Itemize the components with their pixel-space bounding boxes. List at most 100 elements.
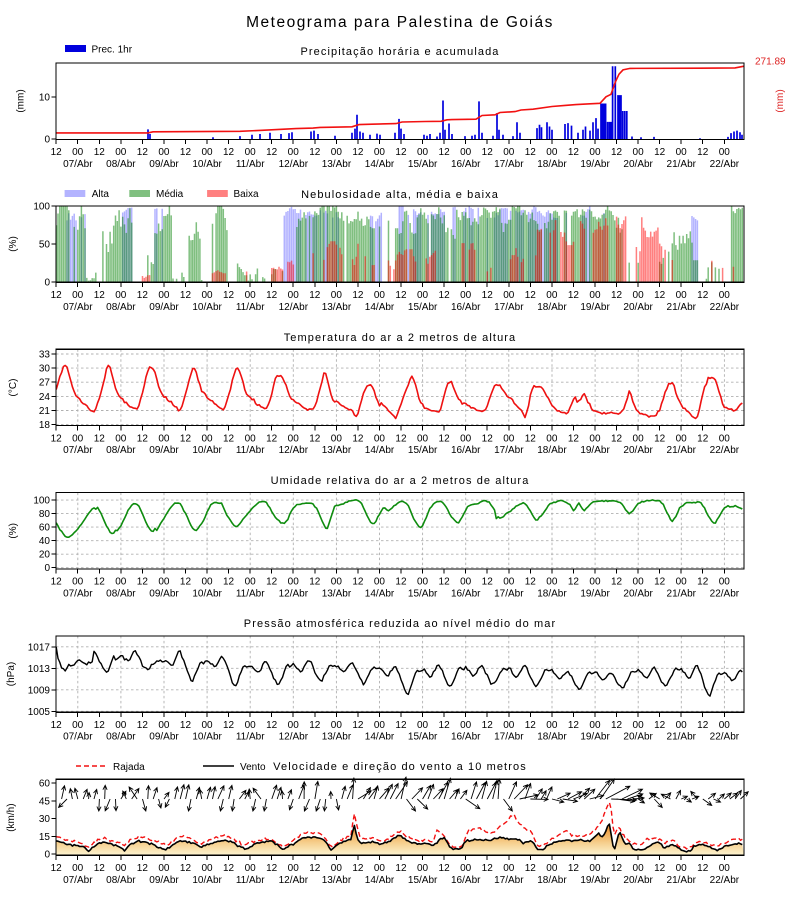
svg-text:00: 00 bbox=[115, 863, 127, 874]
svg-text:12: 12 bbox=[568, 433, 580, 444]
svg-text:19/Abr: 19/Abr bbox=[580, 159, 610, 170]
svg-text:17/Abr: 17/Abr bbox=[494, 589, 524, 600]
svg-text:00: 00 bbox=[158, 433, 170, 444]
svg-text:00: 00 bbox=[633, 720, 645, 731]
svg-text:00: 00 bbox=[115, 720, 127, 731]
svg-text:00: 00 bbox=[417, 863, 429, 874]
svg-text:11/Abr: 11/Abr bbox=[236, 589, 265, 600]
svg-text:12: 12 bbox=[568, 863, 580, 874]
svg-text:09/Abr: 09/Abr bbox=[149, 445, 179, 456]
svg-text:12: 12 bbox=[137, 577, 149, 588]
svg-text:Rajada: Rajada bbox=[113, 762, 145, 773]
svg-text:40: 40 bbox=[39, 536, 51, 547]
svg-text:00: 00 bbox=[115, 577, 127, 588]
svg-text:12: 12 bbox=[223, 577, 235, 588]
svg-text:12: 12 bbox=[525, 577, 537, 588]
svg-text:00: 00 bbox=[115, 147, 127, 158]
svg-text:24: 24 bbox=[39, 392, 51, 403]
svg-text:13/Abr: 13/Abr bbox=[322, 445, 352, 456]
svg-text:00: 00 bbox=[460, 720, 472, 731]
svg-text:33: 33 bbox=[39, 349, 51, 360]
svg-text:12: 12 bbox=[697, 290, 709, 301]
svg-text:12: 12 bbox=[94, 433, 106, 444]
svg-text:00: 00 bbox=[589, 290, 601, 301]
svg-text:Prec. 1hr: Prec. 1hr bbox=[92, 45, 133, 56]
svg-text:10/Abr: 10/Abr bbox=[192, 732, 222, 743]
svg-text:Meteograma para Palestina de G: Meteograma para Palestina de Goiás bbox=[246, 14, 554, 31]
svg-text:12: 12 bbox=[697, 433, 709, 444]
svg-text:20/Abr: 20/Abr bbox=[623, 732, 653, 743]
svg-text:19/Abr: 19/Abr bbox=[580, 732, 610, 743]
svg-text:11/Abr: 11/Abr bbox=[236, 732, 265, 743]
svg-text:00: 00 bbox=[245, 720, 257, 731]
svg-text:00: 00 bbox=[676, 290, 688, 301]
svg-text:14/Abr: 14/Abr bbox=[365, 875, 395, 886]
svg-text:00: 00 bbox=[719, 433, 731, 444]
svg-text:07/Abr: 07/Abr bbox=[63, 445, 93, 456]
svg-text:Média: Média bbox=[156, 189, 184, 200]
svg-text:00: 00 bbox=[589, 147, 601, 158]
svg-text:00: 00 bbox=[503, 290, 515, 301]
svg-text:30: 30 bbox=[39, 364, 51, 375]
svg-text:09/Abr: 09/Abr bbox=[149, 875, 179, 886]
svg-text:12: 12 bbox=[266, 720, 278, 731]
svg-text:00: 00 bbox=[245, 577, 257, 588]
svg-text:12: 12 bbox=[51, 290, 63, 301]
svg-text:12/Abr: 12/Abr bbox=[279, 302, 309, 313]
svg-text:11/Abr: 11/Abr bbox=[236, 159, 265, 170]
svg-text:00: 00 bbox=[201, 147, 213, 158]
svg-text:18/Abr: 18/Abr bbox=[537, 445, 567, 456]
svg-text:12: 12 bbox=[266, 577, 278, 588]
svg-text:18/Abr: 18/Abr bbox=[537, 732, 567, 743]
svg-text:00: 00 bbox=[546, 147, 558, 158]
svg-text:00: 00 bbox=[460, 290, 472, 301]
svg-text:00: 00 bbox=[72, 720, 84, 731]
svg-text:12: 12 bbox=[94, 147, 106, 158]
svg-text:20/Abr: 20/Abr bbox=[623, 875, 653, 886]
svg-text:12: 12 bbox=[223, 863, 235, 874]
svg-text:14/Abr: 14/Abr bbox=[365, 589, 395, 600]
svg-text:20/Abr: 20/Abr bbox=[623, 445, 653, 456]
svg-text:00: 00 bbox=[676, 720, 688, 731]
svg-text:11/Abr: 11/Abr bbox=[236, 302, 265, 313]
svg-text:00: 00 bbox=[288, 147, 300, 158]
svg-text:12: 12 bbox=[352, 147, 364, 158]
svg-text:00: 00 bbox=[288, 290, 300, 301]
svg-text:00: 00 bbox=[633, 863, 645, 874]
svg-text:00: 00 bbox=[719, 577, 731, 588]
svg-text:11/Abr: 11/Abr bbox=[236, 445, 265, 456]
svg-text:Alta: Alta bbox=[92, 189, 110, 200]
svg-text:1017: 1017 bbox=[28, 642, 51, 653]
svg-text:00: 00 bbox=[503, 147, 515, 158]
svg-text:00: 00 bbox=[201, 577, 213, 588]
svg-text:12: 12 bbox=[525, 720, 537, 731]
svg-text:21/Abr: 21/Abr bbox=[667, 732, 697, 743]
svg-text:12: 12 bbox=[51, 577, 63, 588]
svg-text:00: 00 bbox=[201, 290, 213, 301]
svg-text:15/Abr: 15/Abr bbox=[408, 445, 438, 456]
svg-text:16/Abr: 16/Abr bbox=[451, 875, 481, 886]
svg-text:12: 12 bbox=[697, 577, 709, 588]
svg-text:14/Abr: 14/Abr bbox=[365, 302, 395, 313]
svg-text:12: 12 bbox=[352, 433, 364, 444]
svg-text:00: 00 bbox=[589, 863, 601, 874]
svg-text:21/Abr: 21/Abr bbox=[667, 159, 697, 170]
svg-text:12/Abr: 12/Abr bbox=[279, 875, 309, 886]
svg-text:12: 12 bbox=[482, 720, 494, 731]
svg-text:08/Abr: 08/Abr bbox=[106, 875, 136, 886]
svg-text:21/Abr: 21/Abr bbox=[667, 875, 697, 886]
svg-text:12: 12 bbox=[395, 147, 407, 158]
svg-text:12: 12 bbox=[697, 147, 709, 158]
svg-text:Velocidade e direção do vento: Velocidade e direção do vento a 10 metro… bbox=[273, 761, 527, 773]
svg-text:12: 12 bbox=[568, 720, 580, 731]
svg-text:12: 12 bbox=[568, 577, 580, 588]
svg-text:12/Abr: 12/Abr bbox=[279, 732, 309, 743]
svg-text:12: 12 bbox=[309, 433, 321, 444]
svg-text:00: 00 bbox=[589, 433, 601, 444]
svg-text:12: 12 bbox=[51, 433, 63, 444]
svg-text:10/Abr: 10/Abr bbox=[192, 445, 222, 456]
svg-text:00: 00 bbox=[72, 577, 84, 588]
svg-text:00: 00 bbox=[676, 863, 688, 874]
svg-text:12: 12 bbox=[568, 290, 580, 301]
svg-text:18/Abr: 18/Abr bbox=[537, 589, 567, 600]
